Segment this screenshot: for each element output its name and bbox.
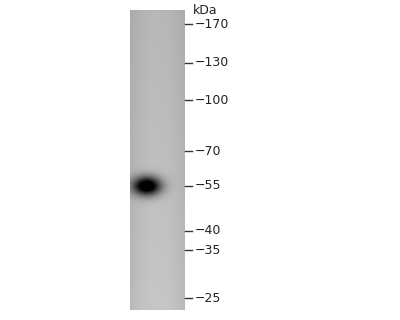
Text: −55: −55 — [195, 179, 222, 192]
Text: kDa: kDa — [193, 4, 218, 17]
Text: −35: −35 — [195, 244, 221, 257]
Text: −70: −70 — [195, 145, 222, 157]
Text: −25: −25 — [195, 292, 221, 305]
Text: −40: −40 — [195, 225, 221, 237]
Text: −170: −170 — [195, 18, 229, 31]
Text: −130: −130 — [195, 56, 229, 69]
Text: −100: −100 — [195, 94, 229, 107]
